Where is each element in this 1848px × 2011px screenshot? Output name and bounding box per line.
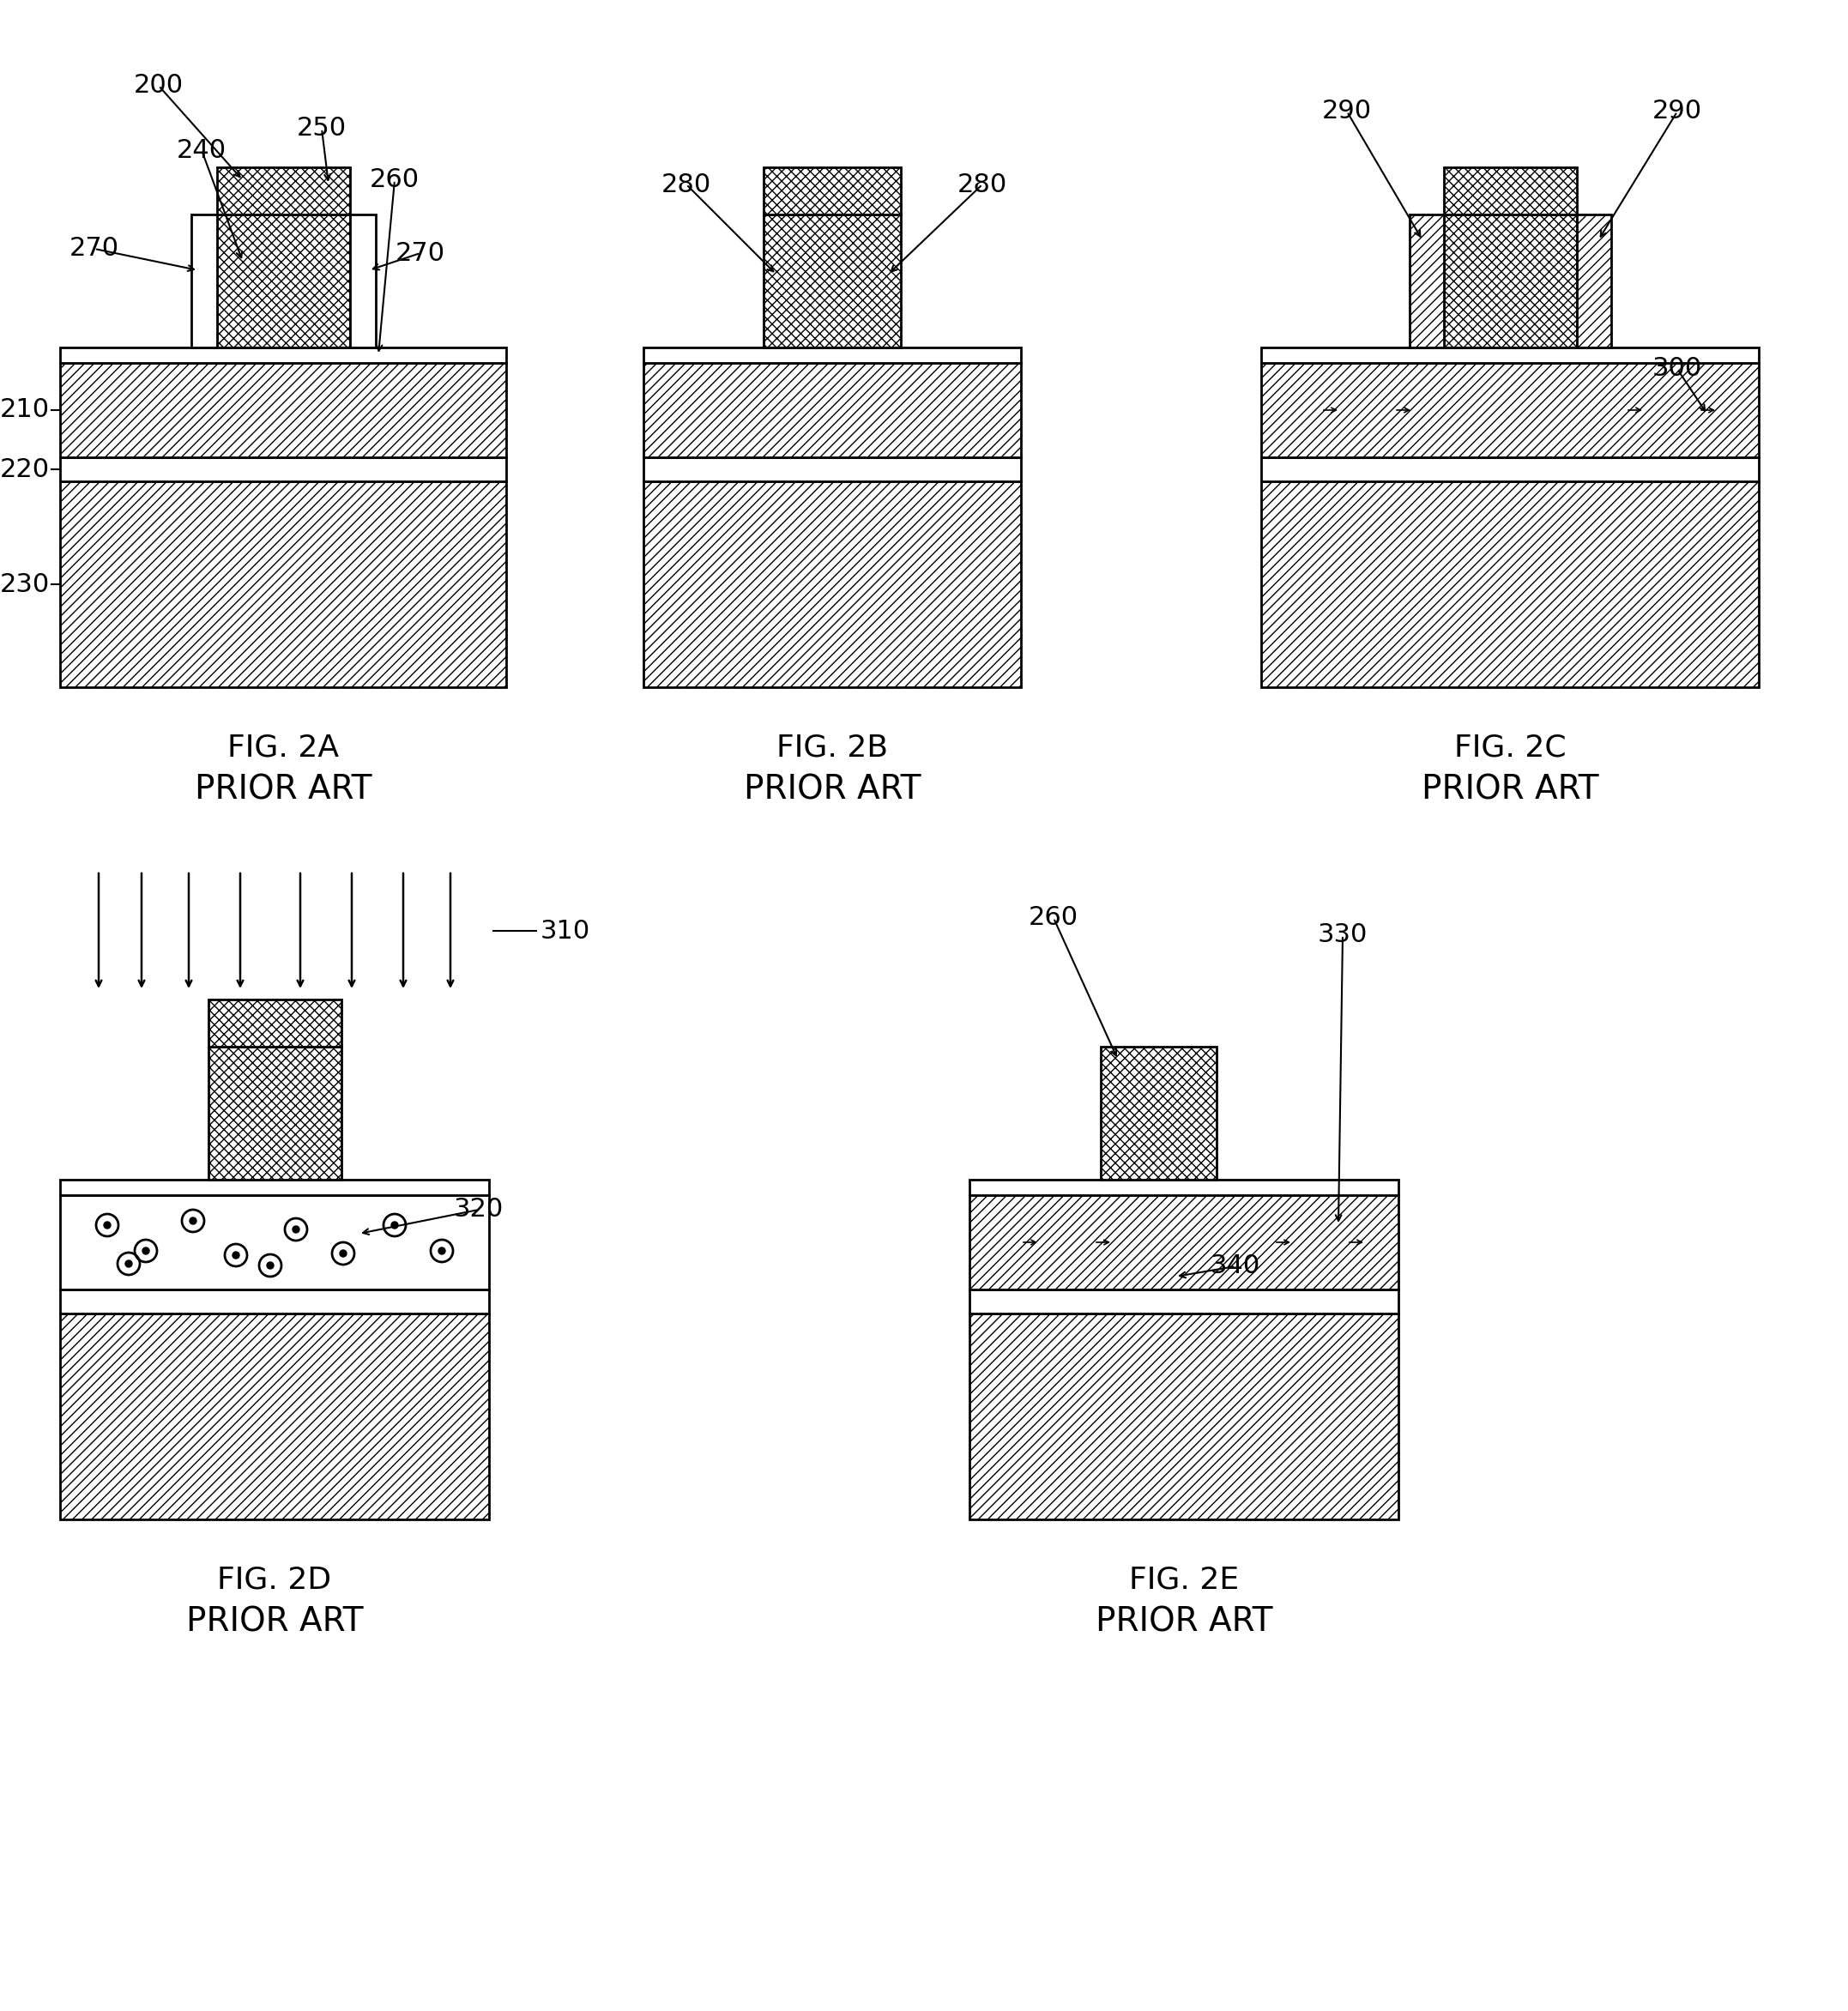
Bar xyxy=(216,167,349,215)
Text: 280: 280 xyxy=(662,173,711,197)
Bar xyxy=(59,481,506,688)
Bar xyxy=(1410,215,1443,348)
Bar xyxy=(643,456,1020,481)
Bar xyxy=(970,1180,1399,1195)
Text: 290: 290 xyxy=(1652,99,1702,125)
Circle shape xyxy=(392,1223,397,1229)
Bar xyxy=(1260,481,1759,688)
Text: 240: 240 xyxy=(177,137,227,163)
Text: 250: 250 xyxy=(298,117,347,141)
Bar xyxy=(1576,215,1611,348)
Text: PRIOR ART: PRIOR ART xyxy=(743,774,920,806)
Text: PRIOR ART: PRIOR ART xyxy=(1096,1607,1273,1639)
Bar xyxy=(970,1195,1399,1289)
Bar xyxy=(209,999,342,1046)
Circle shape xyxy=(438,1247,445,1255)
Bar xyxy=(59,348,506,362)
Bar xyxy=(59,1180,490,1195)
Bar xyxy=(209,1046,342,1180)
Bar xyxy=(59,362,506,456)
Text: 270: 270 xyxy=(395,241,445,265)
Bar xyxy=(970,1313,1399,1520)
Bar xyxy=(192,215,216,348)
Bar xyxy=(59,456,506,481)
Bar xyxy=(1101,1046,1216,1180)
Bar xyxy=(59,1195,490,1289)
Text: 220: 220 xyxy=(0,456,50,483)
Bar xyxy=(1260,456,1759,481)
Circle shape xyxy=(292,1227,299,1233)
Text: 320: 320 xyxy=(455,1197,505,1223)
Text: FIG. 2D: FIG. 2D xyxy=(218,1565,331,1595)
Text: PRIOR ART: PRIOR ART xyxy=(187,1607,362,1639)
Text: FIG. 2C: FIG. 2C xyxy=(1454,732,1565,762)
Bar xyxy=(59,1313,490,1520)
Bar xyxy=(763,215,900,348)
Bar xyxy=(643,362,1020,456)
Circle shape xyxy=(190,1217,196,1225)
Bar xyxy=(763,167,900,215)
Text: 260: 260 xyxy=(370,167,419,193)
Bar xyxy=(1260,348,1759,362)
Bar xyxy=(1260,362,1759,456)
Text: 230: 230 xyxy=(0,571,50,597)
Circle shape xyxy=(126,1261,131,1267)
Text: 290: 290 xyxy=(1321,99,1371,125)
Text: FIG. 2B: FIG. 2B xyxy=(776,732,889,762)
Text: FIG. 2A: FIG. 2A xyxy=(227,732,338,762)
Text: 200: 200 xyxy=(133,72,183,99)
Circle shape xyxy=(103,1223,111,1229)
Text: 280: 280 xyxy=(957,173,1007,197)
Text: 260: 260 xyxy=(1029,905,1079,931)
Text: 310: 310 xyxy=(540,919,591,943)
Bar xyxy=(1443,215,1576,348)
Bar xyxy=(643,481,1020,688)
Bar xyxy=(643,348,1020,362)
Text: 340: 340 xyxy=(1210,1255,1260,1279)
Text: 330: 330 xyxy=(1318,923,1368,947)
Text: PRIOR ART: PRIOR ART xyxy=(1421,774,1599,806)
Bar xyxy=(970,1289,1399,1313)
Bar xyxy=(216,215,349,348)
Circle shape xyxy=(340,1251,347,1257)
Text: 300: 300 xyxy=(1652,356,1702,382)
Bar xyxy=(59,1289,490,1313)
Circle shape xyxy=(266,1263,274,1269)
Circle shape xyxy=(233,1251,240,1259)
Text: 270: 270 xyxy=(70,237,120,261)
Circle shape xyxy=(142,1247,150,1255)
Text: FIG. 2E: FIG. 2E xyxy=(1129,1565,1238,1595)
Bar xyxy=(1443,167,1576,215)
Text: 210: 210 xyxy=(0,398,50,422)
Bar xyxy=(349,215,375,348)
Text: PRIOR ART: PRIOR ART xyxy=(194,774,371,806)
